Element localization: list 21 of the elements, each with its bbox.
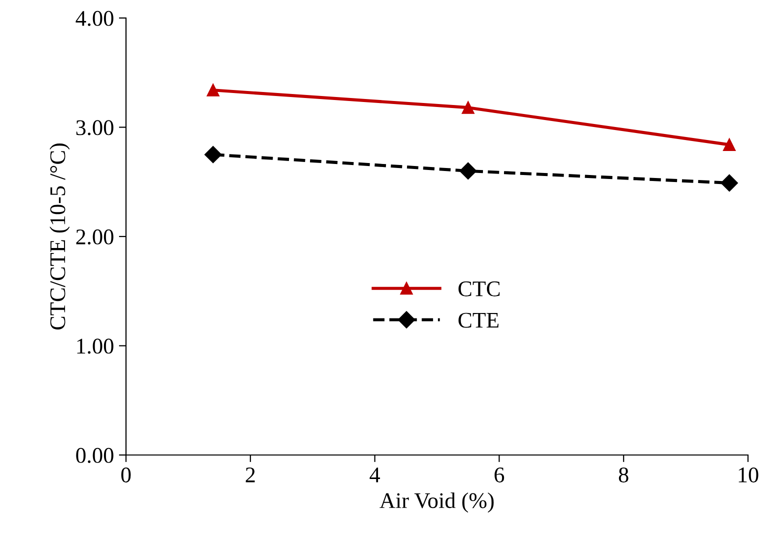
y-tick-label: 3.00 <box>76 120 114 136</box>
x-tick-label: 4 <box>370 468 380 482</box>
x-tick-label: 8 <box>618 467 628 482</box>
x-axis-title: Air Void (%) <box>380 492 494 513</box>
point <box>206 84 220 96</box>
point <box>460 162 477 180</box>
legend-label: CTE <box>458 312 498 328</box>
point <box>723 138 736 151</box>
y-tick-label: 4.00 <box>76 10 114 26</box>
y-tick-label: 1.00 <box>77 338 114 354</box>
y-tick-label: 0.00 <box>76 448 114 464</box>
y-tick-label: 2.00 <box>76 229 114 245</box>
x-tick-label: 0 <box>121 467 131 482</box>
point <box>204 146 222 164</box>
legend-label: CTC <box>458 281 500 296</box>
point <box>720 174 738 192</box>
y-axis-title: CTC/CTE (10-5 /°C) <box>50 144 70 330</box>
x-tick-label: 6 <box>494 468 504 482</box>
x-tick-label: 2 <box>246 468 255 482</box>
point <box>462 101 474 114</box>
x-tick-label: 10 <box>738 467 758 482</box>
